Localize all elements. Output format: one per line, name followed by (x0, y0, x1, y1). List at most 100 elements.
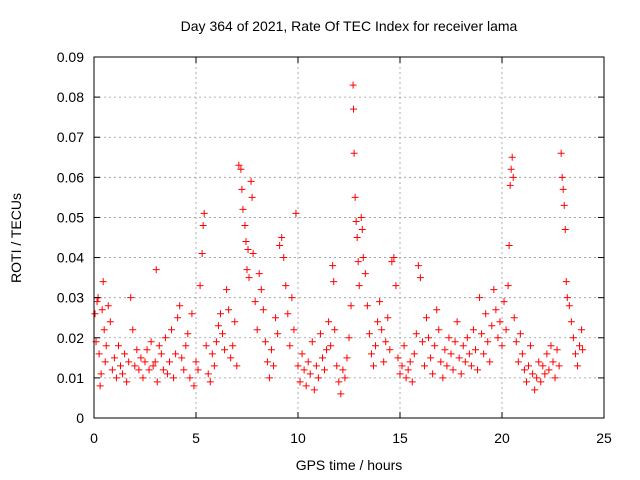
y-tick-label: 0.09 (57, 49, 84, 65)
y-tick-label: 0.01 (57, 370, 84, 386)
data-point (463, 334, 471, 342)
data-point (549, 358, 557, 366)
data-point (97, 370, 105, 378)
data-point (484, 338, 492, 346)
data-point (429, 370, 437, 378)
data-point (378, 326, 386, 334)
data-point (410, 350, 418, 358)
data-point (527, 342, 535, 350)
data-point (423, 314, 431, 322)
data-point (137, 354, 145, 362)
data-point (182, 342, 190, 350)
data-point (506, 181, 514, 189)
data-point (350, 149, 358, 157)
data-point (560, 201, 568, 209)
data-point (135, 366, 143, 374)
data-point (510, 314, 518, 322)
data-point (461, 358, 469, 366)
data-point (380, 358, 388, 366)
data-point (449, 366, 457, 374)
data-point (453, 318, 461, 326)
data-point (119, 370, 127, 378)
x-tick-label: 25 (596, 430, 612, 446)
data-point (500, 298, 508, 306)
data-point (439, 374, 447, 382)
data-point (559, 185, 567, 193)
data-point (225, 306, 233, 314)
data-point (443, 362, 451, 370)
data-point (355, 282, 363, 290)
data-point (243, 266, 251, 274)
data-point (488, 322, 496, 330)
data-point (168, 326, 176, 334)
data-point (202, 342, 210, 350)
data-point (557, 149, 565, 157)
data-point (565, 302, 573, 310)
data-point (561, 225, 569, 233)
data-point (441, 346, 449, 354)
data-point (198, 250, 206, 258)
data-point (553, 346, 561, 354)
data-point (304, 358, 312, 366)
data-point (248, 193, 256, 201)
data-point (447, 350, 455, 358)
data-point (558, 173, 566, 181)
data-point (147, 338, 155, 346)
data-point (108, 366, 116, 374)
data-point (284, 310, 292, 318)
data-point (386, 346, 394, 354)
data-point (237, 165, 245, 173)
data-point (282, 282, 290, 290)
data-point (123, 378, 131, 386)
data-point (178, 354, 186, 362)
data-point (244, 246, 252, 254)
data-point (345, 334, 353, 342)
data-point (255, 270, 263, 278)
y-tick-label: 0.04 (57, 250, 84, 266)
data-point (238, 185, 246, 193)
data-point (276, 242, 284, 250)
data-point (512, 338, 520, 346)
data-point (112, 374, 120, 382)
data-point (402, 374, 410, 382)
data-point (288, 294, 296, 302)
data-point (190, 382, 198, 390)
data-point (294, 362, 302, 370)
data-point (367, 350, 375, 358)
data-point (196, 282, 204, 290)
data-point (578, 326, 586, 334)
data-point (562, 278, 570, 286)
data-point (363, 302, 371, 310)
data-point (509, 173, 517, 181)
data-point (274, 330, 282, 338)
plot-frame (93, 56, 605, 419)
x-tick-label: 5 (192, 430, 200, 446)
data-point (361, 270, 369, 278)
data-point (435, 326, 443, 334)
data-point (351, 193, 359, 201)
data-point (321, 366, 329, 374)
data-point (212, 338, 220, 346)
data-point (545, 366, 553, 374)
data-point (104, 302, 112, 310)
data-point (529, 370, 537, 378)
data-point (404, 366, 412, 374)
data-point (95, 350, 103, 358)
data-point (121, 350, 129, 358)
data-point (227, 354, 235, 362)
data-point (192, 358, 200, 366)
data-point (308, 338, 316, 346)
data-point (327, 342, 335, 350)
data-point (482, 310, 490, 318)
data-point (427, 354, 435, 362)
y-tick-label: 0.03 (57, 290, 84, 306)
data-point (318, 354, 326, 362)
data-point (507, 165, 515, 173)
data-point (579, 346, 587, 354)
data-point (467, 362, 475, 370)
data-point (567, 318, 575, 326)
data-point (339, 366, 347, 374)
data-point (145, 366, 153, 374)
data-point (569, 334, 577, 342)
data-point (390, 254, 398, 262)
